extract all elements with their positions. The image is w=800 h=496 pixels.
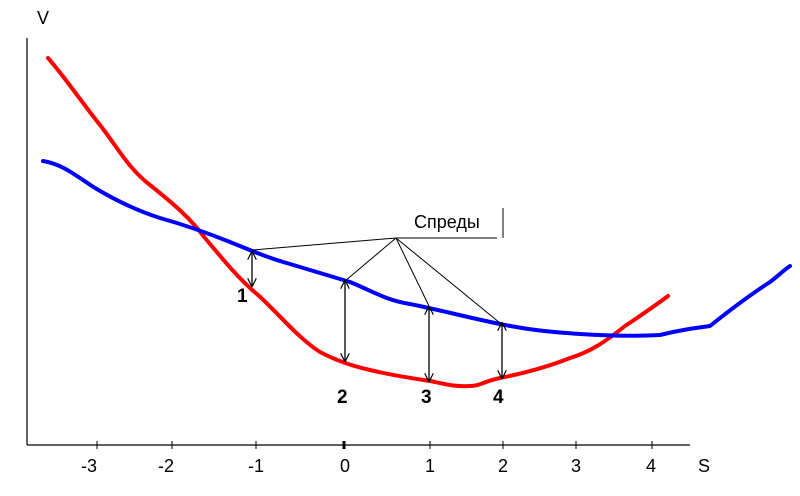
x-tick-labels: -3 -2 -1 0 1 2 3 4 xyxy=(81,456,656,476)
red-curve xyxy=(46,56,670,389)
x-tick-label: -1 xyxy=(248,456,264,476)
blue-curve xyxy=(41,159,792,338)
x-tick-label: 3 xyxy=(571,456,581,476)
spread-label-1: 1 xyxy=(237,286,248,307)
x-tick-label: -3 xyxy=(81,456,97,476)
y-axis-label: V xyxy=(37,8,49,28)
callout-line-4 xyxy=(395,237,501,324)
x-tick-label: 1 xyxy=(425,456,435,476)
spread-label-4: 4 xyxy=(493,387,504,408)
annotation-label: Спреды xyxy=(414,212,480,232)
callout-line-3 xyxy=(395,237,430,307)
x-tick-label: -2 xyxy=(158,456,174,476)
callout-line-1 xyxy=(251,237,397,251)
x-ticks xyxy=(96,441,653,449)
x-axis-label: S xyxy=(698,456,710,476)
x-tick-label: 2 xyxy=(498,456,508,476)
x-tick-label: 4 xyxy=(646,456,656,476)
annotation-callout xyxy=(251,208,504,324)
spread-label-2: 2 xyxy=(337,387,348,408)
callout-line-2 xyxy=(344,237,397,282)
spread-label-3: 3 xyxy=(421,387,432,408)
x-tick-label: 0 xyxy=(340,456,350,476)
